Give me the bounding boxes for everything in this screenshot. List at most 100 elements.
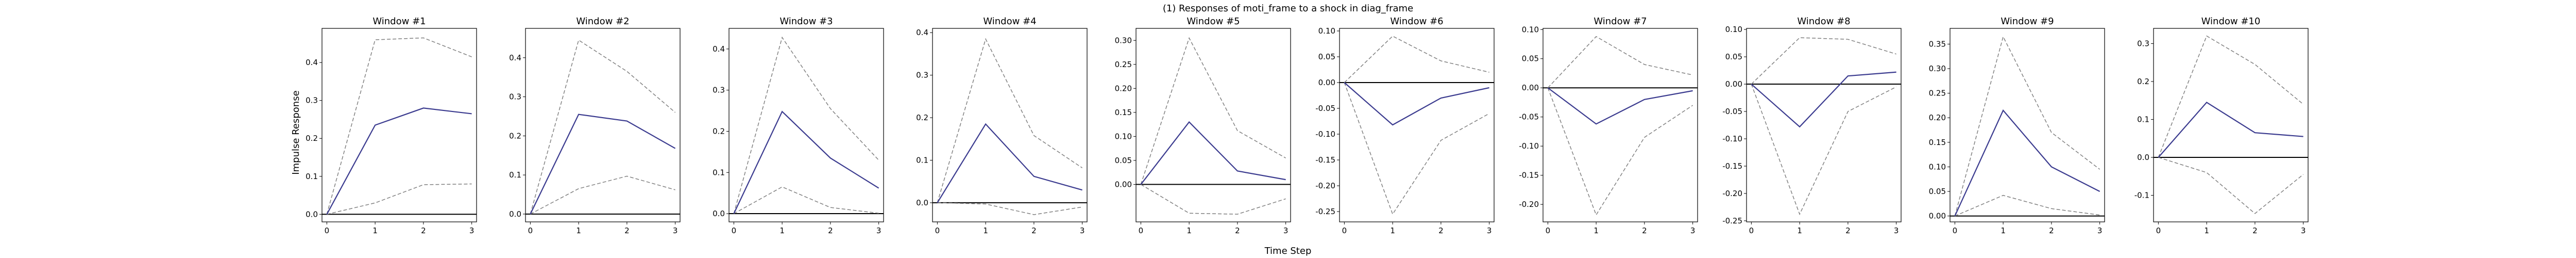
x-tick-label: 3 (876, 226, 882, 235)
ci-upper-line (937, 38, 1083, 203)
x-tick-label: 0 (1953, 226, 1958, 235)
y-tick-label: 0.1 (306, 172, 318, 181)
y-tick-label: 0.30 (1115, 36, 1132, 45)
axes-frame (321, 28, 477, 222)
y-tick-label: 0.00 (1318, 78, 1335, 87)
x-tick-label: 1 (1390, 226, 1395, 235)
ci-lower-line (1140, 184, 1286, 215)
x-tick-label: 1 (1797, 226, 1802, 235)
x-tick-label: 1 (576, 226, 581, 235)
y-tick-label: -0.15 (1519, 171, 1539, 180)
panel-title: Window #8 (1797, 16, 1850, 27)
ci-lower-line (1751, 84, 1896, 216)
x-tick-label: 0 (1342, 226, 1347, 235)
chart-panel-9: Window #9 0 1 2 3 0.00 0.05 0.10 0.15 0.20 0.25 0.3… (1929, 16, 2105, 235)
irf-line (326, 107, 472, 215)
y-tick-label: 0.1 (916, 155, 928, 165)
irf-line (1344, 82, 1489, 126)
y-tick-label: 0.0 (306, 209, 318, 219)
panel-title: Window #6 (1390, 16, 1443, 27)
x-tick-label: 2 (1438, 226, 1444, 235)
irf-line (1547, 87, 1693, 125)
irf-line (733, 110, 879, 214)
x-tick-label: 3 (1894, 226, 1899, 235)
ci-upper-line (2158, 35, 2304, 158)
x-tick-label: 1 (983, 226, 988, 235)
ci-lower-line (327, 183, 472, 215)
axes-frame (1950, 28, 2105, 222)
y-axis-label: Impulse Response (291, 90, 301, 174)
y-tick-label: 0.2 (509, 131, 521, 140)
y-tick-label: 0.25 (1929, 89, 1946, 98)
y-tick-label: 0.0 (509, 209, 521, 219)
axes-frame (1543, 28, 1698, 222)
irf-line (1140, 121, 1286, 185)
x-tick-label: 1 (1594, 226, 1599, 235)
axes-frame (728, 28, 884, 222)
y-tick-label: 0.3 (306, 96, 318, 105)
y-tick-label: -0.1 (2134, 191, 2149, 200)
x-tick-label: 2 (2252, 226, 2258, 235)
ci-lower-line (2158, 157, 2304, 214)
x-tick-label: 2 (828, 226, 833, 235)
x-tick-label: 3 (1283, 226, 1289, 235)
ci-upper-line (1140, 37, 1286, 185)
chart-panel-1: Window #1 0 1 2 3 0.0 0.1 0.2 0.3 0.4 (306, 16, 477, 235)
x-tick-label: 0 (1546, 226, 1551, 235)
x-tick-label: 2 (624, 226, 630, 235)
y-tick-label: -0.05 (1519, 112, 1539, 122)
irf-line (530, 114, 676, 215)
irf-line (1954, 109, 2100, 217)
x-tick-label: 0 (1139, 226, 1144, 235)
y-tick-label: 0.15 (1929, 138, 1946, 147)
ci-upper-line (1344, 36, 1489, 83)
y-tick-label: -0.20 (1722, 189, 1742, 198)
axes-frame (2153, 28, 2309, 222)
y-tick-label: -0.20 (1519, 200, 1539, 209)
y-tick-label: -0.25 (1315, 207, 1335, 216)
x-tick-label: 0 (732, 226, 737, 235)
x-tick-label: 3 (469, 226, 474, 235)
y-tick-label: 0.4 (306, 58, 318, 67)
x-tick-label: 1 (372, 226, 378, 235)
ci-upper-line (326, 37, 472, 215)
y-tick-label: -0.15 (1722, 162, 1742, 171)
panel-title: Window #1 (372, 16, 426, 27)
irf-line (937, 123, 1082, 203)
y-tick-label: 0.1 (509, 170, 521, 180)
y-tick-label: 0.3 (713, 86, 725, 95)
ci-lower-line (1547, 87, 1693, 216)
y-tick-label: -0.20 (1315, 181, 1335, 190)
x-tick-label: 3 (2097, 226, 2103, 235)
ci-lower-line (937, 202, 1082, 215)
panel-title: Window #3 (779, 16, 833, 27)
x-tick-label: 3 (1080, 226, 1085, 235)
y-tick-label: 0.10 (1522, 25, 1539, 34)
y-tick-label: 0.0 (2137, 153, 2149, 162)
x-tick-label: 2 (1642, 226, 1647, 235)
y-tick-label: 0.2 (916, 113, 928, 122)
y-tick-label: -0.10 (1315, 130, 1335, 139)
x-tick-label: 0 (528, 226, 533, 235)
y-tick-label: -0.10 (1722, 134, 1742, 143)
panel-title: Window #4 (983, 16, 1036, 27)
y-tick-label: 0.4 (713, 44, 725, 54)
y-tick-label: 0.30 (1929, 64, 1946, 73)
panel-title: Window #10 (2201, 16, 2261, 27)
y-tick-label: -0.10 (1519, 141, 1539, 151)
x-tick-label: 0 (1749, 226, 1754, 235)
x-tick-label: 3 (2301, 226, 2306, 235)
x-tick-label: 3 (1690, 226, 1696, 235)
ci-lower-line (734, 186, 879, 214)
x-tick-label: 2 (1235, 226, 1240, 235)
panel-title: Window #7 (1594, 16, 1647, 27)
axes-frame (1746, 28, 1902, 222)
y-tick-label: -0.05 (1315, 104, 1335, 113)
panel-title: Window #5 (1187, 16, 1240, 27)
y-tick-label: -0.25 (1722, 216, 1742, 225)
x-tick-label: 0 (2156, 226, 2161, 235)
irf-line (1751, 71, 1896, 128)
y-tick-label: -0.15 (1315, 155, 1335, 165)
